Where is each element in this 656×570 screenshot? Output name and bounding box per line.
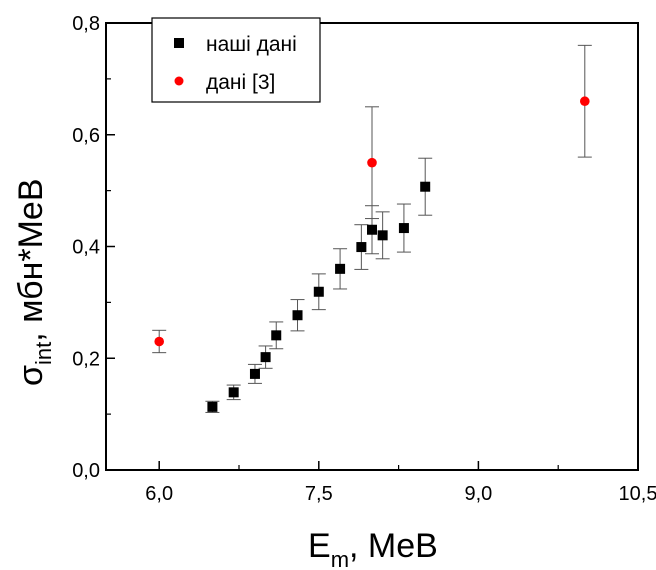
data-point-square [292, 310, 303, 321]
data-point-square [367, 224, 377, 235]
data-point-square [207, 401, 218, 412]
y-axis-title-tail: , мбн*MeB [12, 178, 50, 341]
legend-label-ref3: дані [3] [206, 71, 275, 94]
y-tick-label: 0,8 [72, 13, 100, 35]
x-tick-label: 6,0 [145, 483, 173, 505]
data-point-square [260, 352, 271, 363]
y-axis-title-sub: int [31, 342, 56, 365]
data-point-square [313, 286, 324, 297]
y-tick-label: 0,2 [72, 348, 100, 370]
y-tick-label: 0,4 [72, 237, 100, 259]
data-point-circle [367, 157, 377, 168]
x-axis-title-sub: m [331, 547, 349, 570]
legend-marker-ref3 [174, 76, 184, 86]
x-axis-title-tail: , MeB [349, 527, 438, 565]
legend-label-ours: наші дані [206, 33, 297, 56]
y-tick-label: 0,0 [72, 460, 100, 482]
data-points [154, 96, 590, 412]
legend-marker-ours [174, 38, 184, 48]
x-axis-title-main: E [308, 527, 331, 565]
x-axis-title: Em, MeB [308, 527, 438, 570]
data-point-square [398, 223, 409, 234]
legend-box [151, 17, 321, 103]
data-point-square [249, 368, 260, 379]
data-point-circle [154, 336, 164, 347]
data-point-square [228, 387, 239, 398]
data-point-square [420, 181, 431, 192]
x-tick-label: 9,0 [464, 483, 492, 505]
y-tick-label: 0,6 [72, 125, 100, 147]
axes: 6,0 7,5 9,0 10,5 0,0 0,2 0,4 0,6 0,8 [72, 13, 656, 505]
data-point-square [335, 263, 346, 274]
data-point-square [377, 230, 388, 241]
y-axis-title-main: σ [12, 365, 50, 386]
legend: наші дані дані [3] [151, 17, 321, 103]
data-point-square [271, 330, 282, 341]
x-tick-label: 10,5 [619, 483, 656, 505]
data-point-circle [580, 96, 590, 107]
x-tick-label: 7,5 [305, 483, 333, 505]
data-point-square [356, 242, 367, 253]
y-axis-title: σint, мбн*MeB [12, 178, 56, 386]
